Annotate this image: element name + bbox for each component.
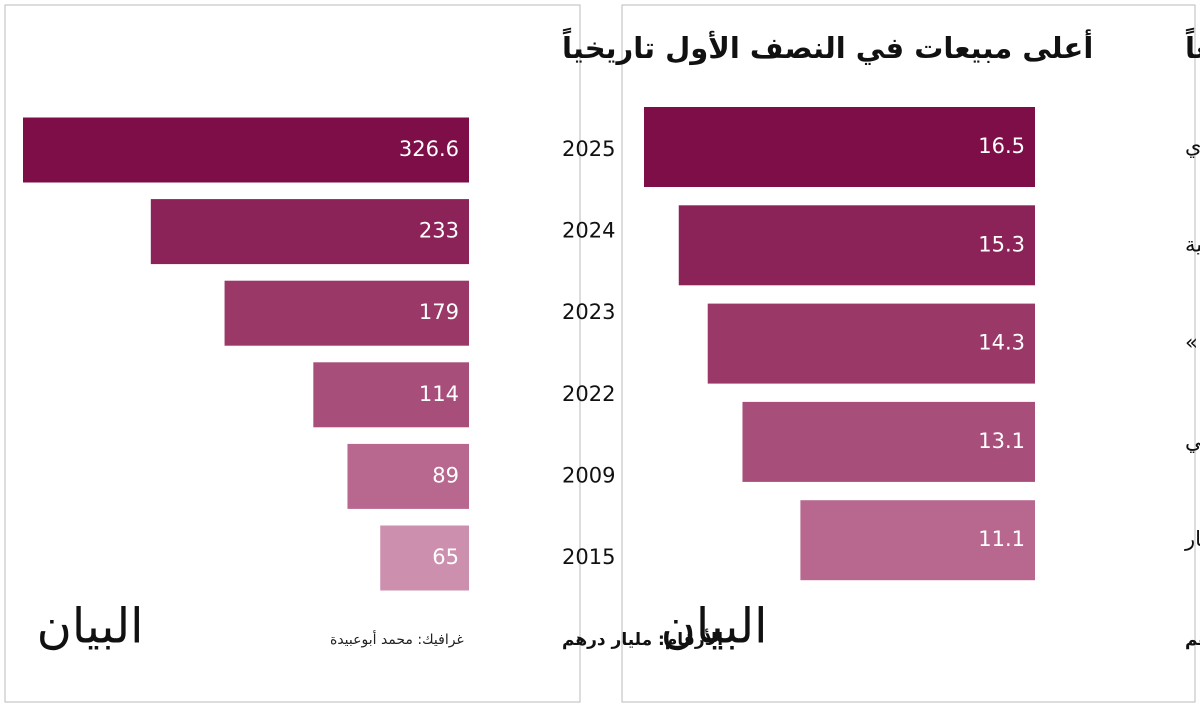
logo: البيان <box>661 599 768 655</box>
category-label: 2022 <box>562 382 615 406</box>
category-label: 2024 <box>562 219 615 243</box>
value-label: 14.3 <box>978 331 1025 355</box>
bar <box>707 303 1035 384</box>
value-label: 233 <box>419 219 459 243</box>
bar <box>380 525 469 591</box>
category-label: مدينة المطار <box>1184 527 1200 551</box>
bar <box>313 362 469 428</box>
panel-frame <box>4 4 581 703</box>
category-label: نخلة جبل علي <box>1185 429 1200 453</box>
category-label: 2025 <box>562 137 615 161</box>
value-label: 16.5 <box>978 134 1025 158</box>
units-note: الأرقام: مليار درهم <box>1185 629 1200 650</box>
bar <box>23 117 469 183</box>
category-label: الخليج التجاري <box>1185 134 1200 158</box>
value-label: 11.1 <box>978 527 1025 551</box>
value-label: 179 <box>419 300 459 324</box>
bar <box>742 401 1035 482</box>
category-label: 2023 <box>562 300 615 324</box>
bar <box>150 199 470 265</box>
value-label: 65 <box>432 545 459 569</box>
units-note: الأرقام: مليار درهم <box>562 629 723 650</box>
bar <box>347 443 469 509</box>
logo: البيان <box>37 599 144 655</box>
chart-title: أكثر 5 مناطق مبيعاً <box>1185 28 1200 65</box>
chart-title: أعلى مبيعات في النصف الأول تاريخياً <box>562 28 1093 65</box>
bar <box>644 107 1035 187</box>
bar <box>224 280 469 346</box>
category-label: 2015 <box>562 545 615 569</box>
value-label: 326.6 <box>399 137 459 161</box>
bar <box>678 205 1035 286</box>
panel-frame <box>621 4 1196 703</box>
value-label: 114 <box>419 382 459 406</box>
value-label: 15.3 <box>978 232 1025 256</box>
bar <box>800 500 1035 581</box>
value-label: 13.1 <box>978 429 1025 453</box>
category-label: 2009 <box>562 463 615 487</box>
category-label: معيصم الثانية <box>1185 232 1200 257</box>
category-label: «اليلايس 1» <box>1185 331 1200 355</box>
credit: غرافيك: محمد أبوعبيدة <box>330 630 464 648</box>
value-label: 89 <box>432 463 459 487</box>
